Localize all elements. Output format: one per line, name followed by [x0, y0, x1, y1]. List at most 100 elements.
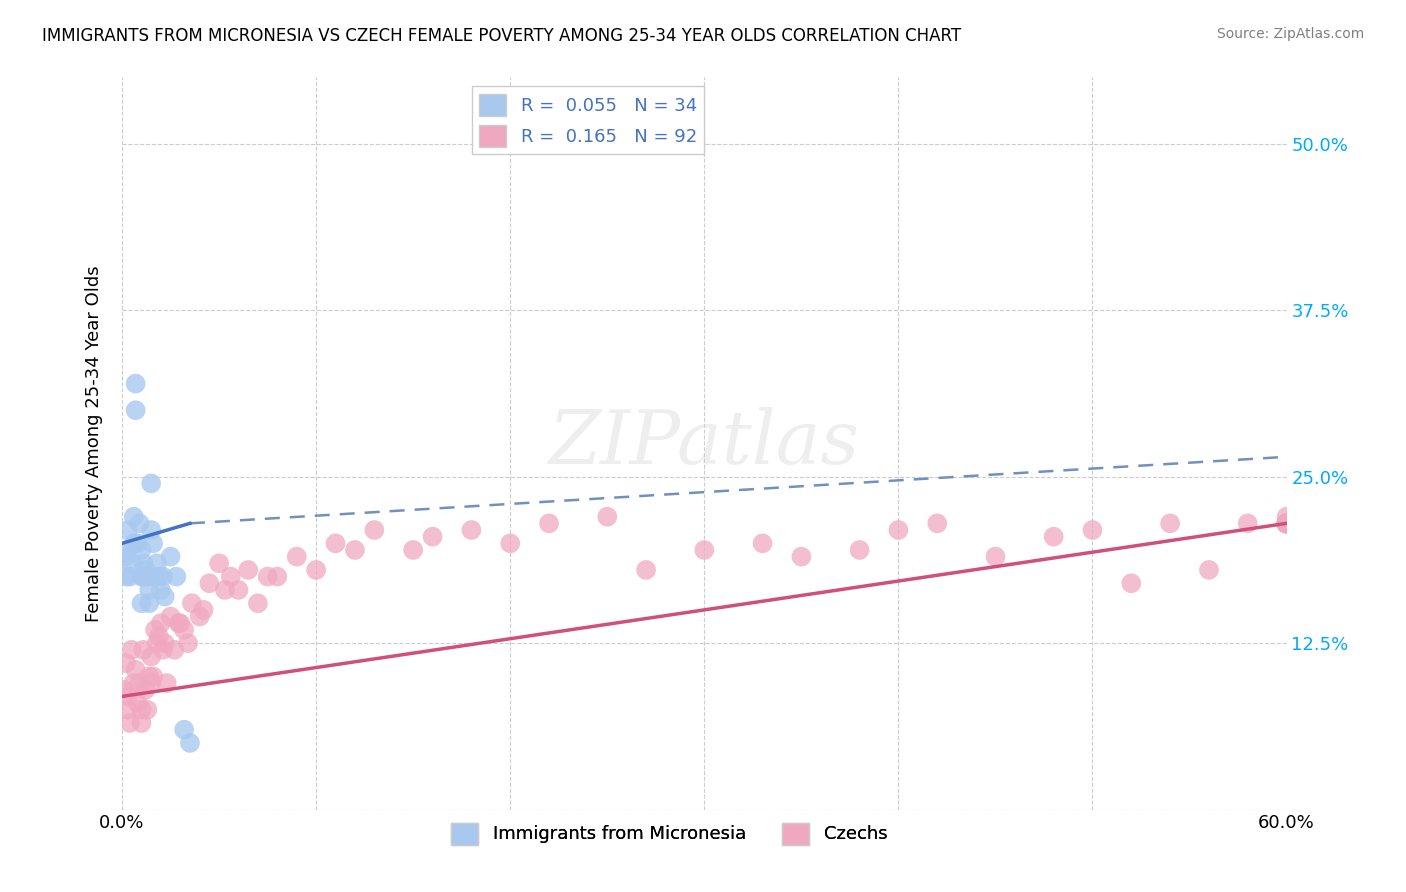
Point: [115, 569, 138, 583]
Point: [118, 569, 141, 583]
Point: [285, 549, 308, 564]
Point: [198, 576, 221, 591]
Point: [124, 403, 146, 417]
Point: [1275, 516, 1298, 531]
Point: [460, 523, 482, 537]
Point: [148, 630, 170, 644]
Point: [112, 682, 135, 697]
Point: [1275, 516, 1298, 531]
Point: [134, 563, 156, 577]
Point: [153, 636, 176, 650]
Point: [246, 596, 269, 610]
Point: [115, 549, 138, 564]
Point: [1275, 516, 1298, 531]
Point: [131, 569, 153, 583]
Point: [149, 582, 172, 597]
Point: [153, 590, 176, 604]
Point: [1275, 516, 1298, 531]
Point: [156, 676, 179, 690]
Point: [1275, 516, 1298, 531]
Point: [141, 676, 163, 690]
Point: [127, 536, 149, 550]
Point: [1275, 516, 1298, 531]
Point: [219, 569, 242, 583]
Point: [141, 649, 163, 664]
Text: ZIPatlas: ZIPatlas: [548, 408, 860, 480]
Point: [122, 536, 145, 550]
Point: [927, 516, 949, 531]
Point: [228, 582, 250, 597]
Point: [1042, 530, 1064, 544]
Point: [1275, 516, 1298, 531]
Point: [146, 636, 169, 650]
Point: [693, 543, 716, 558]
Point: [1275, 516, 1298, 531]
Point: [141, 523, 163, 537]
Point: [131, 596, 153, 610]
Point: [117, 703, 139, 717]
Point: [499, 536, 522, 550]
Point: [1275, 516, 1298, 531]
Point: [1275, 516, 1298, 531]
Point: [1275, 516, 1298, 531]
Point: [1275, 509, 1298, 524]
Point: [169, 616, 191, 631]
Point: [132, 642, 155, 657]
Point: [636, 563, 658, 577]
Point: [173, 623, 195, 637]
Point: [117, 690, 139, 704]
Point: [1275, 516, 1298, 531]
Point: [1275, 516, 1298, 531]
Point: [117, 543, 139, 558]
Point: [887, 523, 910, 537]
Point: [132, 569, 155, 583]
Point: [179, 736, 201, 750]
Point: [138, 582, 160, 597]
Point: [208, 556, 231, 570]
Point: [984, 549, 1007, 564]
Point: [256, 569, 278, 583]
Point: [538, 516, 561, 531]
Point: [148, 569, 170, 583]
Point: [131, 716, 153, 731]
Text: Source: ZipAtlas.com: Source: ZipAtlas.com: [1216, 27, 1364, 41]
Point: [238, 563, 260, 577]
Point: [143, 623, 166, 637]
Point: [152, 569, 174, 583]
Point: [128, 516, 150, 531]
Point: [1275, 516, 1298, 531]
Point: [118, 716, 141, 731]
Point: [188, 609, 211, 624]
Point: [1275, 516, 1298, 531]
Point: [848, 543, 870, 558]
Point: [165, 569, 187, 583]
Y-axis label: Female Poverty Among 25-34 Year Olds: Female Poverty Among 25-34 Year Olds: [86, 265, 103, 622]
Point: [1275, 516, 1298, 531]
Point: [173, 723, 195, 737]
Point: [138, 669, 160, 683]
Point: [121, 642, 143, 657]
Point: [1275, 516, 1298, 531]
Point: [1236, 516, 1258, 531]
Point: [117, 523, 139, 537]
Point: [138, 596, 160, 610]
Point: [1275, 516, 1298, 531]
Point: [363, 523, 385, 537]
Point: [214, 582, 236, 597]
Point: [1198, 563, 1220, 577]
Point: [1159, 516, 1181, 531]
Point: [1081, 523, 1104, 537]
Point: [163, 642, 186, 657]
Point: [305, 563, 328, 577]
Point: [1275, 516, 1298, 531]
Point: [127, 696, 149, 710]
Point: [159, 549, 181, 564]
Point: [132, 556, 155, 570]
Point: [134, 682, 156, 697]
Point: [136, 569, 159, 583]
Point: [122, 509, 145, 524]
Point: [152, 642, 174, 657]
Point: [325, 536, 347, 550]
Point: [159, 609, 181, 624]
Point: [596, 509, 619, 524]
